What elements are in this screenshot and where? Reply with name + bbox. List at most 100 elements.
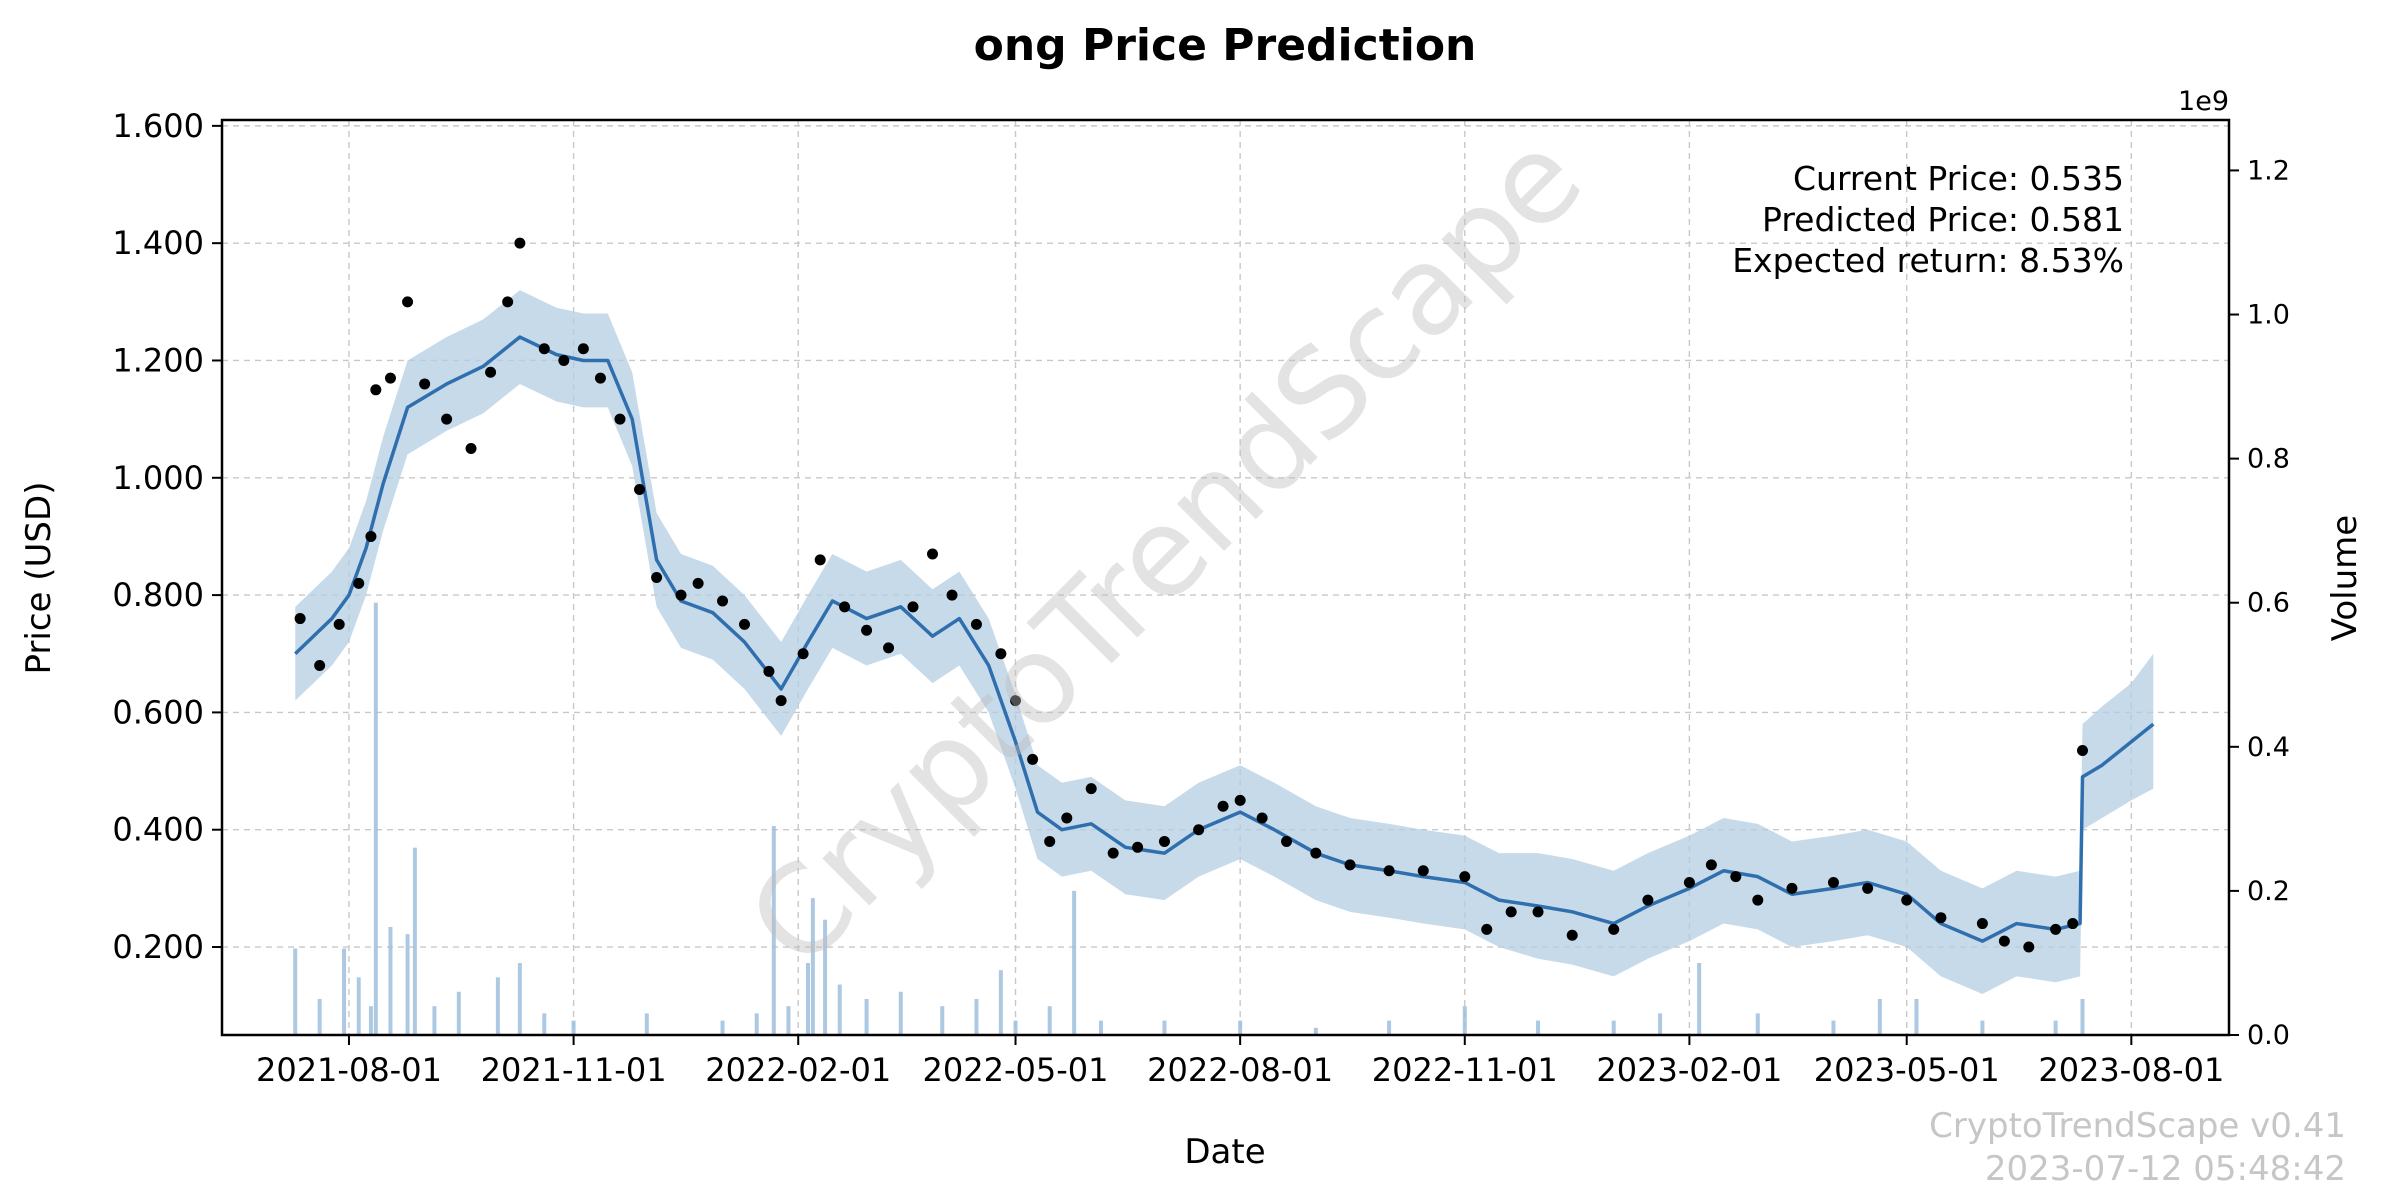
volume-bar xyxy=(517,962,522,1035)
actual-price-point xyxy=(970,618,982,630)
actual-price-point xyxy=(861,624,873,636)
footer-version: CryptoTrendScape v0.41 xyxy=(1929,1106,2346,1146)
volume-bar xyxy=(1162,1020,1167,1035)
actual-price-point xyxy=(614,413,626,425)
y2-tick-label: 0.4 xyxy=(2247,732,2290,763)
actual-price-point xyxy=(1505,906,1517,918)
x-tick-label: 2021-08-01 xyxy=(256,1051,442,1089)
y-tick-label: 1.000 xyxy=(112,459,204,497)
chart-title: ong Price Prediction xyxy=(974,20,1477,71)
actual-price-point xyxy=(692,577,704,589)
volume-bar xyxy=(786,1006,791,1035)
y2-tick-label: 0.0 xyxy=(2247,1020,2290,1051)
y2-tick-label: 1.0 xyxy=(2247,300,2290,331)
actual-price-point xyxy=(577,343,589,355)
actual-price-point xyxy=(1344,859,1356,871)
actual-price-point xyxy=(717,595,729,607)
actual-price-point xyxy=(1085,783,1097,795)
actual-price-point xyxy=(763,665,775,677)
y-tick-label: 1.600 xyxy=(112,107,204,145)
actual-price-point xyxy=(1642,894,1654,906)
volume-bar xyxy=(1098,1020,1103,1035)
volume-bar xyxy=(412,847,417,1035)
actual-price-point xyxy=(797,648,809,660)
volume-bar xyxy=(2053,1020,2058,1035)
volume-bars xyxy=(293,602,2085,1035)
actual-price-point xyxy=(1459,871,1471,883)
x-tick-label: 2022-11-01 xyxy=(1372,1051,1558,1089)
actual-price-point xyxy=(2077,745,2089,757)
actual-price-point xyxy=(927,548,939,560)
volume-bar xyxy=(2080,998,2085,1035)
plot-frame xyxy=(220,118,2231,1037)
actual-price-point xyxy=(1901,894,1913,906)
actual-price-point xyxy=(1010,695,1022,707)
volume-bar xyxy=(1877,998,1882,1035)
volume-bar xyxy=(1238,1020,1243,1035)
y2-axis-label: Volume xyxy=(2325,515,2365,641)
actual-price-point xyxy=(675,589,687,601)
actual-price-point xyxy=(1481,923,1493,935)
x-axis-label: Date xyxy=(1184,1132,1265,1172)
actual-price-point xyxy=(1107,847,1119,859)
volume-bar xyxy=(1658,1013,1663,1035)
actual-price-point xyxy=(907,601,919,613)
volume-bar xyxy=(571,1020,576,1035)
actual-price-point xyxy=(1383,865,1395,877)
footer-timestamp: 2023-07-12 05:48:42 xyxy=(1985,1149,2346,1189)
actual-price-point xyxy=(1976,918,1988,930)
volume-bar xyxy=(1914,998,1919,1035)
actual-price-point xyxy=(1705,859,1717,871)
actual-price-point xyxy=(1752,894,1764,906)
x-tick-label: 2023-02-01 xyxy=(1596,1051,1782,1089)
actual-price-point xyxy=(995,648,1007,660)
volume-bar xyxy=(1013,1020,1018,1035)
actual-price-point xyxy=(1027,753,1039,765)
actual-price-point xyxy=(465,442,477,454)
forecast-yhat-line xyxy=(294,335,2155,943)
actual-price-point xyxy=(1193,824,1205,836)
forecast-line xyxy=(294,335,2155,943)
y-axis-label: Price (USD) xyxy=(19,482,59,675)
volume-bar xyxy=(388,926,393,1035)
volume-bar xyxy=(864,998,869,1035)
actual-price-point xyxy=(384,372,396,384)
volume-bar xyxy=(823,919,828,1035)
volume-bar xyxy=(1072,890,1077,1035)
actual-price-point xyxy=(402,296,414,308)
x-tick-label: 2023-08-01 xyxy=(2038,1051,2224,1089)
actual-price-point xyxy=(353,577,365,589)
actual-price-point xyxy=(1608,923,1620,935)
volume-bar xyxy=(810,898,815,1035)
volume-bar xyxy=(1536,1020,1541,1035)
y-tick-label: 0.600 xyxy=(112,693,204,731)
y2-axis-ticks: 0.0 0.2 0.4 0.6 0.8 1.0 1.2 xyxy=(2229,155,2290,1051)
y2-tick-label: 1.2 xyxy=(2247,155,2290,186)
volume-bar xyxy=(1462,1006,1467,1035)
y-tick-label: 1.200 xyxy=(112,341,204,379)
y2-tick-label: 0.8 xyxy=(2247,444,2290,475)
y2-axis-multiplier: 1e9 xyxy=(2178,86,2229,117)
actual-price-point xyxy=(739,618,751,630)
volume-bar xyxy=(998,970,1003,1035)
actual-price-point xyxy=(2067,918,2079,930)
actual-price-points xyxy=(294,237,2089,953)
actual-price-point xyxy=(1044,835,1056,847)
actual-price-point xyxy=(1417,865,1429,877)
y-tick-label: 0.200 xyxy=(112,928,204,966)
volume-bar xyxy=(432,1006,437,1035)
actual-price-point xyxy=(1730,871,1742,883)
actual-price-point xyxy=(294,613,306,625)
volume-bar xyxy=(805,962,810,1035)
volume-bar xyxy=(771,826,776,1035)
actual-price-point xyxy=(514,237,526,249)
volume-bar xyxy=(1697,962,1702,1035)
y-tick-label: 0.400 xyxy=(112,811,204,849)
volume-bar xyxy=(1980,1020,1985,1035)
actual-price-point xyxy=(1862,882,1874,894)
actual-price-point xyxy=(370,384,382,396)
volume-bar xyxy=(542,1013,547,1035)
x-tick-label: 2022-08-01 xyxy=(1147,1051,1333,1089)
